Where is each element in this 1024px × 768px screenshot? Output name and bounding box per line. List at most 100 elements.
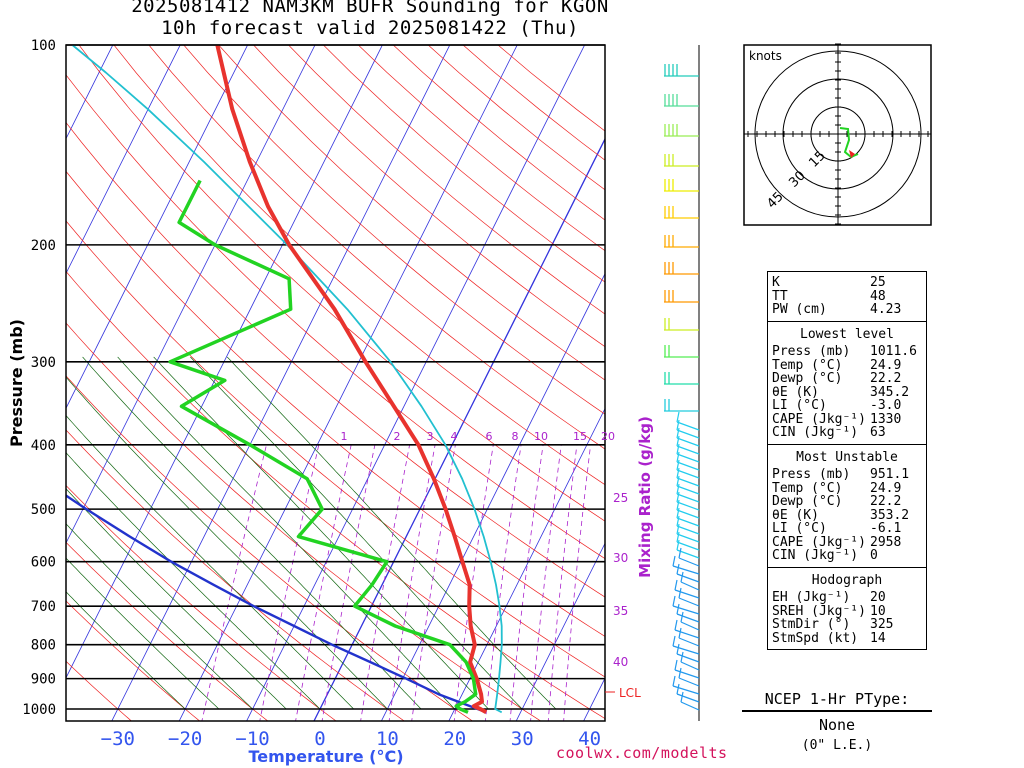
wind-barb [664, 399, 699, 412]
mixing-ratio-axis-label: Mixing Ratio (g/kg) [636, 416, 654, 578]
mixing-ratio-line [360, 444, 410, 721]
most-unstable-section: Most Unstable Press (mb) 951.1 Temp (°C) 24… [768, 443, 926, 567]
moist-adiabat [66, 488, 287, 710]
wind-barb [664, 154, 699, 167]
lowest-level-value: 63 [870, 425, 886, 440]
lowest-level-label: LI (°C) [772, 398, 827, 413]
lowest-level-row: Dewp (°C) 22.2 [768, 372, 926, 386]
most-unstable-label: CIN (Jkg⁻¹) [772, 548, 859, 563]
y-axis-label: Pressure (mb) [7, 319, 26, 447]
wind-barb [676, 531, 700, 551]
lowest-level-row: CIN (Jkg⁻¹) 63 [768, 426, 926, 440]
isotherm-line [66, 45, 181, 275]
isotherm-line [313, 137, 605, 721]
wind-barb [676, 459, 700, 479]
temperature-tick-label: 20 [443, 728, 466, 750]
mixing-ratio-label: 15 [573, 430, 587, 443]
temperature-profile [215, 45, 488, 715]
mixing-ratio-line [547, 444, 578, 721]
lowest-level-value: 22.2 [870, 371, 902, 386]
wind-barb [672, 595, 700, 615]
lowest-level-label: CAPE (Jkg⁻¹) [772, 411, 866, 427]
most-unstable-label: CAPE (Jkg⁻¹) [772, 534, 866, 550]
lowest-level-row: LI (°C) -3.0 [768, 399, 926, 413]
hodograph-param-label: StmDir (°) [772, 617, 851, 632]
ptype-note: (0" L.E.) [801, 738, 873, 753]
pressure-tick-label: 800 [31, 638, 56, 654]
plot-frame [65, 44, 606, 722]
wind-barb [676, 451, 700, 471]
moist-adiabat [66, 452, 321, 710]
mixing-ratio-side-label: 35 [613, 604, 628, 618]
ptype-value: None [818, 716, 856, 734]
mixing-ratio-label: 1 [341, 430, 348, 443]
wind-barb [680, 651, 700, 671]
pressure-tick-label: 500 [31, 502, 56, 518]
lowest-level-row: CAPE (Jkg⁻¹) 1330 [768, 411, 926, 427]
moist-adiabat [66, 557, 220, 710]
index-row: PW (cm) 4.23 [768, 303, 926, 317]
mixing-ratio-label: 10 [534, 430, 548, 443]
moist-adiabat [66, 415, 354, 710]
most-unstable-row: LI (°C) -6.1 [768, 522, 926, 536]
hodograph-param-value: 325 [870, 617, 894, 632]
wind-barb [664, 290, 699, 303]
wind-barb [676, 563, 700, 583]
lowest-level-value: 1011.6 [870, 344, 917, 359]
most-unstable-row: Press (mb) 951.1 [768, 468, 926, 482]
mixing-ratio-line [201, 444, 267, 721]
mixing-ratio-label: 20 [601, 430, 615, 443]
wind-barb [664, 235, 699, 248]
x-axis-label: Temperature (°C) [248, 747, 403, 766]
wind-barb [676, 435, 700, 455]
moist-adiabat [82, 356, 422, 710]
wind-barb [674, 659, 700, 679]
most-unstable-value: 0 [870, 548, 878, 563]
wind-barb [674, 579, 700, 599]
hodograph-params-title: Hodograph [811, 572, 883, 588]
isotherm-line [178, 45, 518, 721]
most-unstable-row: CAPE (Jkg⁻¹) 2958 [768, 534, 926, 550]
dry-adiabat [66, 484, 337, 721]
isotherm-line [66, 45, 383, 679]
index-value: 25 [870, 275, 886, 290]
mixing-ratio-line [259, 444, 320, 721]
wind-barb [678, 587, 700, 607]
lcl-label: LCL [619, 686, 641, 700]
mixing-ratio-label: 6 [486, 430, 493, 443]
wind-barb [676, 483, 700, 503]
hodograph-param-row: EH (Jkg⁻¹) 20 [768, 591, 926, 605]
most-unstable-label: LI (°C) [772, 521, 827, 536]
wind-barb [678, 627, 700, 647]
virtual-temperature-profile [71, 45, 503, 714]
wind-barb [678, 667, 700, 687]
isotherm-line [380, 272, 605, 721]
lowest-level-value: -3.0 [870, 398, 902, 413]
moist-adiabat [66, 523, 253, 710]
hodograph-param-value: 14 [870, 630, 886, 646]
chart-title: 2025081412 NAM3KM BUFR Sounding for KGON… [0, 0, 740, 39]
hodograph-param-value: 20 [870, 590, 886, 605]
hodograph-param-label: StmSpd (kt) [772, 630, 859, 646]
mixing-ratio-line [388, 444, 436, 721]
moist-adiabat [226, 356, 557, 710]
lowest-level-row: Temp (°C) 24.9 [768, 358, 926, 373]
dry-adiabat [66, 541, 269, 721]
ptype-divider [742, 710, 932, 712]
dry-adiabat [148, 45, 605, 450]
temperature-tick-label: 10 [376, 728, 399, 750]
wind-barb [676, 683, 700, 703]
pressure-tick-label: 400 [31, 438, 56, 454]
mixing-ratio-label: 2 [394, 430, 401, 443]
title-line-2: 10h forecast valid 2025081422 (Thu) [161, 17, 579, 39]
temperature-tick-label: 30 [511, 728, 534, 750]
moist-adiabat [153, 356, 489, 710]
wind-barb [676, 603, 700, 623]
mixing-ratio-line [563, 444, 591, 721]
isotherm-line [448, 407, 605, 721]
most-unstable-value: 951.1 [870, 467, 910, 482]
credit-link[interactable]: coolwx.com/modelts [556, 744, 728, 762]
dry-adiabat [183, 45, 605, 415]
index-row: K 25 [768, 276, 926, 290]
isotherm-line [66, 45, 316, 544]
